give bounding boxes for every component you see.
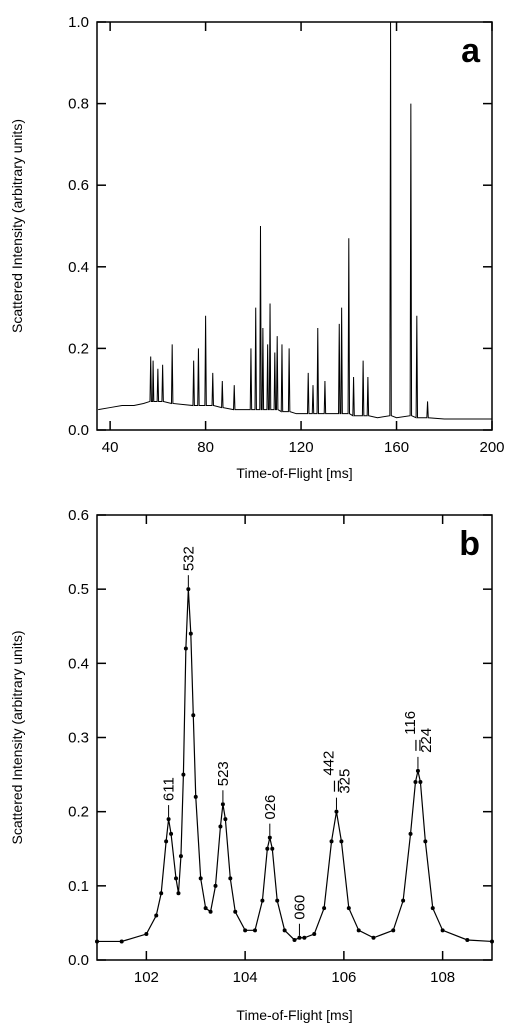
data-point: [413, 780, 418, 784]
data-point: [275, 898, 280, 903]
x-tick-label: 106: [331, 969, 356, 986]
data-point: [243, 928, 248, 933]
data-point: [356, 928, 361, 933]
data-point: [260, 898, 265, 903]
data-point: [186, 587, 191, 592]
data-point: [159, 891, 164, 896]
data-point: [119, 939, 124, 944]
y-tick-label: 0.2: [68, 340, 89, 357]
data-point: [329, 839, 334, 844]
data-point: [154, 913, 159, 918]
data-point: [415, 768, 420, 773]
annotation: 532: [180, 546, 197, 571]
annotation: 026: [262, 795, 279, 820]
data-point: [228, 876, 233, 881]
data-point: [220, 802, 225, 807]
data-point: [218, 824, 223, 829]
y-tick-label: 0.6: [68, 507, 89, 524]
data-point: [188, 631, 193, 636]
annotation: 060: [291, 895, 308, 920]
x-tick-label: 80: [197, 439, 214, 456]
data-point: [371, 935, 376, 940]
data-point: [183, 646, 188, 651]
x-tick-label: 102: [134, 969, 159, 986]
data-point: [292, 937, 297, 942]
data-point: [339, 839, 344, 844]
y-tick-label: 0.4: [68, 655, 89, 672]
y-tick-label: 0.5: [68, 581, 89, 598]
data-point: [174, 876, 178, 881]
data-point: [208, 909, 213, 914]
data-point: [223, 817, 228, 822]
data-point: [270, 846, 275, 851]
panel-letter: a: [461, 32, 481, 70]
data-point: [265, 846, 270, 851]
y-axis-title: Scattered Intensity (arbitrary units): [9, 119, 25, 333]
data-point: [176, 891, 181, 896]
y-tick-label: 0.8: [68, 96, 89, 113]
annotation: 442: [320, 751, 337, 776]
y-tick-label: 0.4: [68, 259, 89, 276]
data-point: [191, 713, 196, 718]
y-tick-label: 1.0: [68, 14, 89, 31]
x-tick-label: 108: [430, 969, 455, 986]
x-axis-title: Time-of-Flight [ms]: [236, 1007, 352, 1023]
data-point: [423, 839, 428, 844]
data-point: [322, 906, 327, 911]
annotation: 325: [336, 769, 353, 794]
x-tick-label: 120: [289, 439, 314, 456]
annotation: 523: [215, 761, 232, 786]
data-line: [98, 21, 492, 420]
data-point: [181, 772, 186, 777]
x-tick-label: 200: [479, 439, 504, 456]
data-point: [233, 909, 238, 914]
data-line: [97, 589, 493, 943]
annotation: 611: [161, 777, 178, 801]
data-point: [198, 876, 203, 881]
data-point: [440, 928, 445, 933]
data-point: [297, 935, 302, 940]
data-point: [334, 809, 339, 814]
y-tick-label: 0.0: [68, 422, 89, 439]
data-point: [401, 898, 406, 903]
plot-frame: [96, 21, 493, 431]
data-point: [213, 883, 218, 888]
data-point: [95, 939, 99, 944]
y-tick-label: 0.1: [68, 878, 89, 895]
data-point: [302, 935, 307, 940]
y-tick-label: 0.0: [68, 952, 89, 969]
data-point: [391, 928, 396, 933]
data-point: [144, 932, 149, 937]
annotation: 224: [418, 728, 435, 753]
data-point: [166, 817, 171, 822]
x-axis-title: Time-of-Flight [ms]: [236, 465, 352, 481]
data-point: [203, 906, 208, 911]
data-point: [408, 831, 413, 836]
data-point: [253, 928, 257, 933]
data-point: [490, 939, 494, 944]
data-point: [178, 854, 183, 859]
y-tick-label: 0.3: [68, 730, 89, 747]
data-point: [169, 831, 174, 836]
x-tick-label: 40: [102, 439, 119, 456]
panel-letter: b: [459, 525, 480, 563]
x-tick-label: 104: [233, 969, 258, 986]
data-point: [430, 906, 435, 911]
data-point: [164, 839, 169, 844]
data-point: [282, 928, 287, 933]
y-tick-label: 0.2: [68, 804, 89, 821]
y-axis-title: Scattered Intensity (arbitrary units): [9, 631, 25, 845]
data-point: [418, 780, 423, 784]
data-point: [193, 794, 198, 799]
y-tick-label: 0.6: [68, 177, 89, 194]
data-point: [267, 835, 272, 840]
data-point: [465, 937, 470, 942]
annotation: 116: [402, 711, 419, 735]
x-tick-label: 160: [384, 439, 409, 456]
data-point: [312, 932, 317, 937]
data-point: [346, 906, 351, 911]
